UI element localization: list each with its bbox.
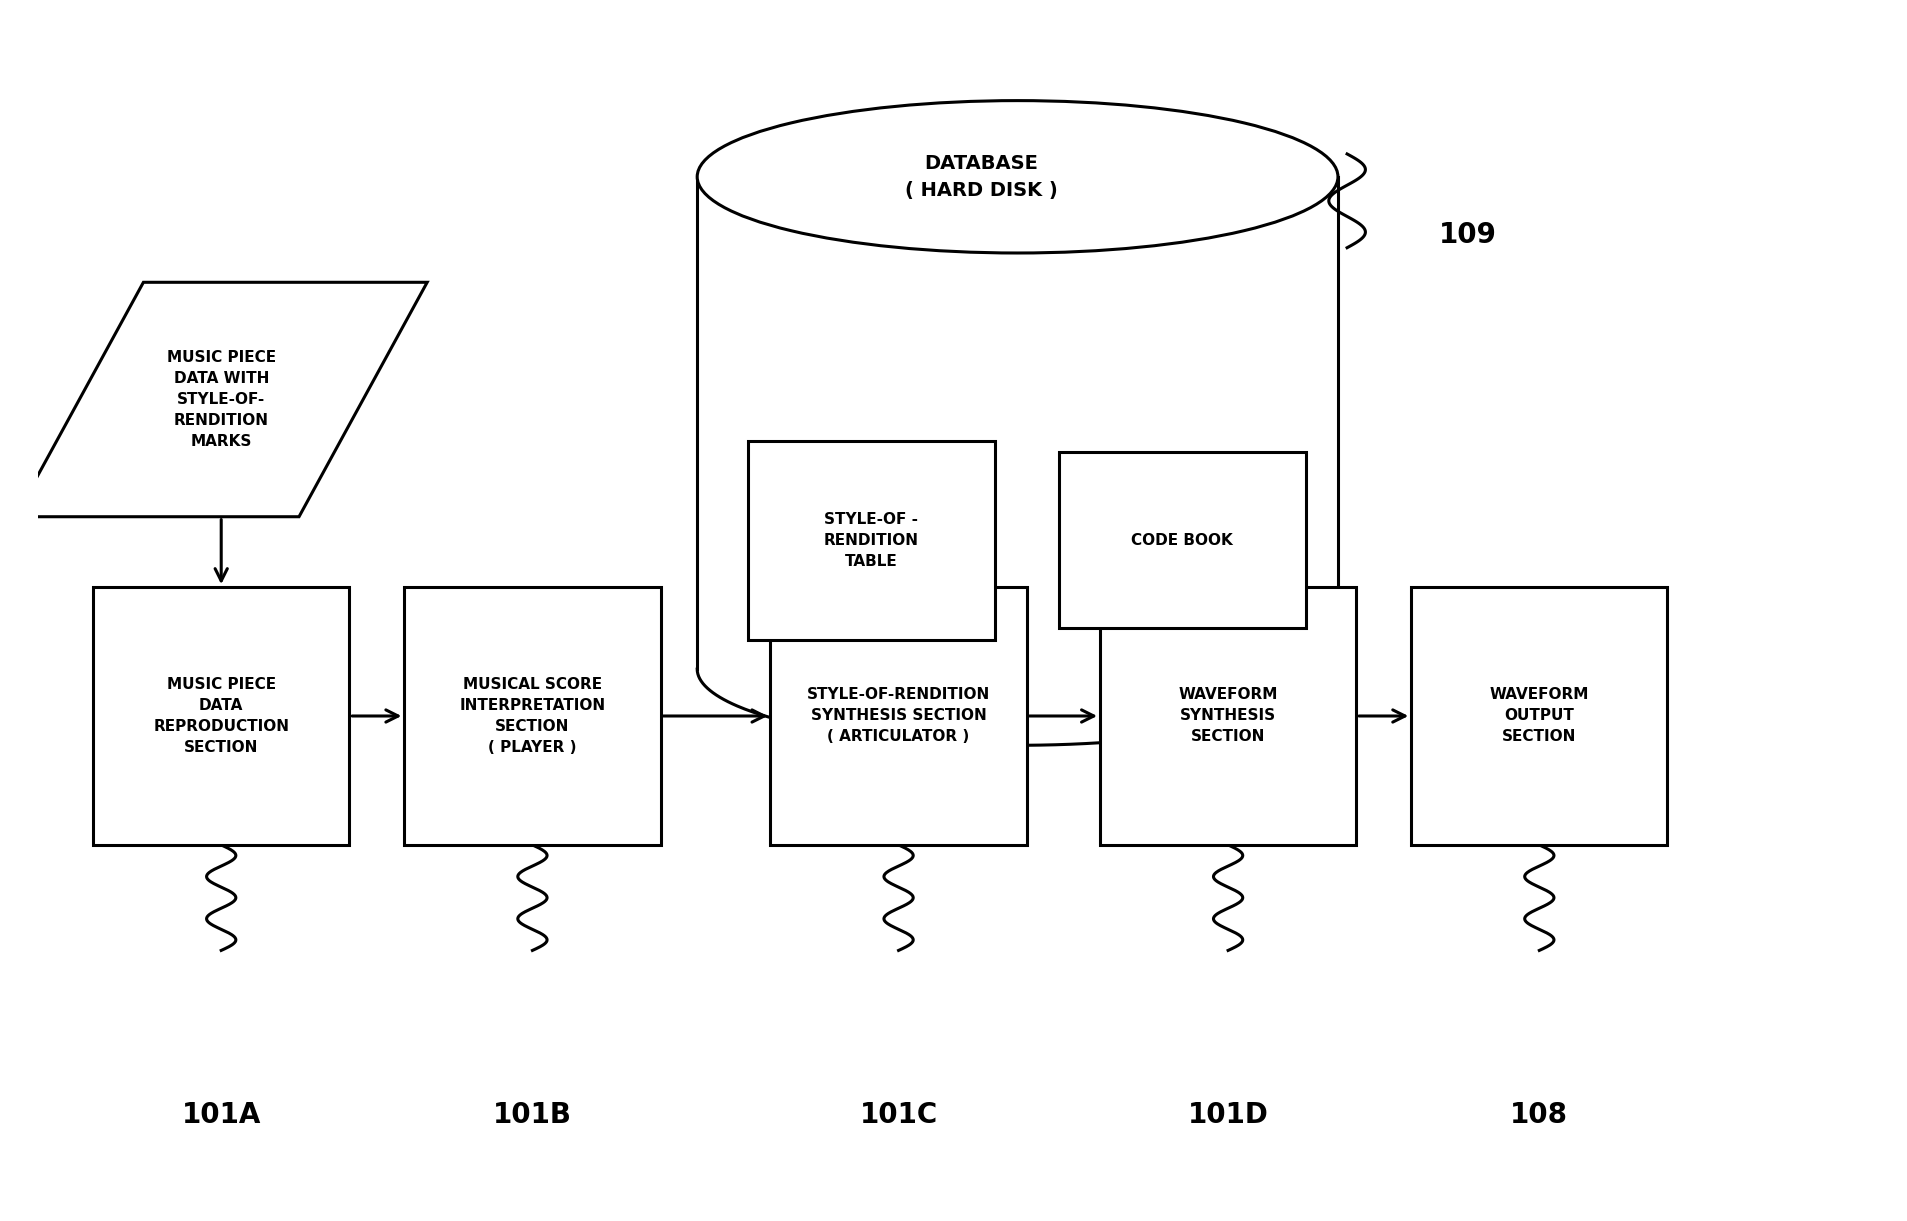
Text: DATABASE
( HARD DISK ): DATABASE ( HARD DISK )	[904, 154, 1056, 199]
Bar	[770, 587, 1026, 845]
Text: WAVEFORM
OUTPUT
SECTION: WAVEFORM OUTPUT SECTION	[1489, 687, 1589, 745]
Text: MUSIC PIECE
DATA WITH
STYLE-OF-
RENDITION
MARKS: MUSIC PIECE DATA WITH STYLE-OF- RENDITIO…	[166, 350, 277, 449]
Text: MUSICAL SCORE
INTERPRETATION
SECTION
( PLAYER ): MUSICAL SCORE INTERPRETATION SECTION ( P…	[460, 676, 606, 755]
Text: 101D: 101D	[1188, 1100, 1268, 1128]
Text: STYLE-OF -
RENDITION
TABLE: STYLE-OF - RENDITION TABLE	[824, 512, 919, 569]
Bar	[698, 177, 1339, 669]
Text: WAVEFORM
SYNTHESIS
SECTION: WAVEFORM SYNTHESIS SECTION	[1179, 687, 1278, 745]
Bar	[748, 441, 995, 640]
Bar	[404, 587, 660, 845]
Text: 108: 108	[1510, 1100, 1568, 1128]
Text: CODE BOOK: CODE BOOK	[1131, 532, 1234, 548]
Text: 109: 109	[1438, 221, 1497, 249]
Bar	[1100, 587, 1356, 845]
Ellipse shape	[698, 100, 1339, 253]
Bar	[93, 587, 349, 845]
Bar	[1058, 452, 1306, 628]
Text: MUSIC PIECE
DATA
REPRODUCTION
SECTION: MUSIC PIECE DATA REPRODUCTION SECTION	[153, 676, 290, 755]
Polygon shape	[15, 282, 427, 516]
Text: 101A: 101A	[181, 1100, 261, 1128]
Bar	[1411, 587, 1667, 845]
Text: 101C: 101C	[860, 1100, 938, 1128]
Text: 101B: 101B	[492, 1100, 572, 1128]
Text: STYLE-OF-RENDITION
SYNTHESIS SECTION
( ARTICULATOR ): STYLE-OF-RENDITION SYNTHESIS SECTION ( A…	[807, 687, 990, 745]
